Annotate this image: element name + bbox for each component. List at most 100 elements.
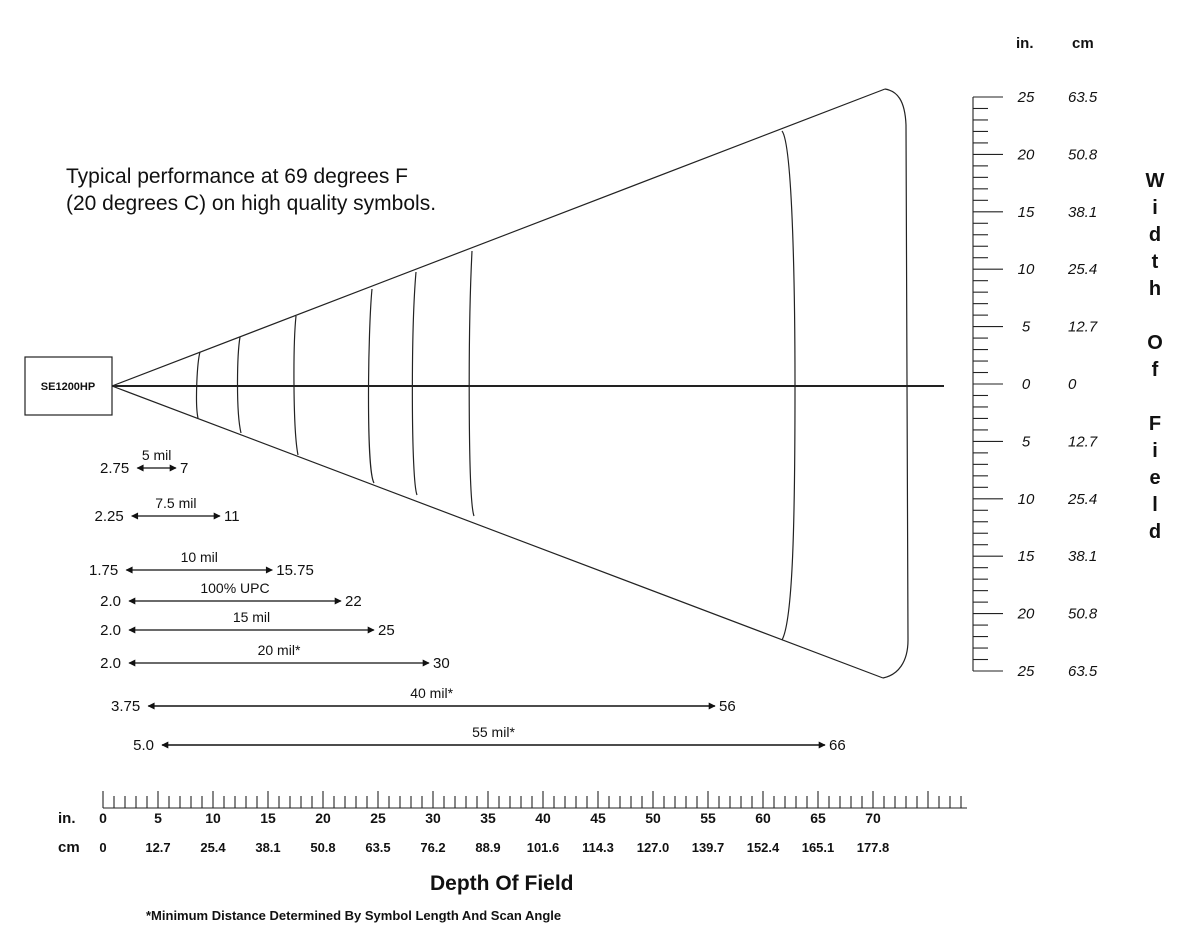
cone-upper-edge (111, 88, 886, 387)
range-near-label: 1.75 (89, 562, 118, 579)
x-unit-inch: in. (58, 810, 76, 827)
range-far-label: 56 (719, 698, 736, 715)
x-axis-title: Depth Of Field (430, 872, 574, 895)
depth-cm-label: 88.9 (475, 840, 500, 855)
width-inch-label: 5 (1022, 433, 1031, 450)
range-symbol-label: 7.5 mil (155, 495, 196, 511)
range-row: 2.0 30 20 mil* (100, 642, 450, 672)
performance-note-line-1: Typical performance at 69 degrees F (66, 165, 409, 188)
range-far-label: 22 (345, 593, 362, 610)
depth-cm-label: 12.7 (145, 840, 170, 855)
range-far-label: 25 (378, 622, 395, 639)
performance-note: Typical performance at 69 degrees F (20 … (66, 163, 436, 217)
depth-inch-label: 0 (99, 810, 107, 826)
width-inch-label: 20 (1017, 606, 1035, 623)
width-cm-label: 12.7 (1068, 433, 1098, 450)
y-axis-title-letter: W (1145, 170, 1165, 192)
y-axis-title-letter: d (1148, 521, 1162, 543)
y-unit-cm: cm (1072, 35, 1094, 52)
range-row: 2.0 25 15 mil (100, 609, 395, 639)
cone-lower-edge (111, 385, 884, 679)
y-axis-title-letter: t (1151, 251, 1159, 273)
depth-inch-label: 35 (480, 810, 496, 826)
range-symbol-label: 55 mil* (472, 724, 515, 740)
depth-inch-label: 40 (535, 810, 551, 826)
range-far-label: 11 (224, 508, 240, 525)
depth-cm-label: 0 (99, 840, 106, 855)
scanner-box (24, 356, 113, 416)
y-axis-title-letter: f (1151, 359, 1159, 381)
range-boundary-20mil (468, 250, 475, 517)
range-symbol-label: 40 mil* (410, 685, 453, 701)
range-far-label: 30 (433, 655, 450, 672)
range-near-label: 2.75 (100, 460, 129, 477)
depth-inch-label: 50 (645, 810, 661, 826)
width-inch-label: 15 (1018, 204, 1035, 221)
depth-inch-label: 10 (205, 810, 221, 826)
depth-cm-label: 38.1 (255, 840, 280, 855)
y-axis-title-letter: i (1152, 197, 1158, 219)
range-near-label: 3.75 (111, 698, 140, 715)
width-cm-label: 50.8 (1068, 606, 1098, 623)
y-axis-title-letter (1140, 303, 1170, 330)
width-inch-label: 25 (1017, 663, 1035, 680)
width-cm-label: 63.5 (1068, 89, 1098, 106)
range-near-label: 5.0 (133, 737, 154, 754)
depth-cm-label: 127.0 (637, 840, 670, 855)
y-axis-title-letter: O (1147, 332, 1163, 354)
y-axis-title-letter: l (1152, 494, 1158, 516)
width-inch-label: 5 (1022, 319, 1031, 336)
depth-inch-label: 60 (755, 810, 771, 826)
depth-inch-label: 65 (810, 810, 826, 826)
width-inch-label: 10 (1018, 261, 1035, 278)
y-axis-title-letter: i (1152, 440, 1158, 462)
range-far-label: 66 (829, 737, 846, 754)
width-ruler (972, 96, 1003, 672)
depth-inch-label: 5 (154, 810, 162, 826)
depth-cm-label: 139.7 (692, 840, 725, 855)
y-unit-inch: in. (1016, 35, 1034, 52)
range-far-label: 7 (180, 460, 188, 477)
range-boundary-7-5mil (236, 336, 242, 434)
x-unit-cm: cm (58, 839, 80, 856)
depth-inch-label: 70 (865, 810, 881, 826)
range-near-label: 2.0 (100, 655, 121, 672)
range-symbol-label: 15 mil (233, 609, 270, 625)
depth-cm-label: 63.5 (365, 840, 390, 855)
width-inch-label: 15 (1018, 548, 1035, 565)
range-symbol-label: 100% UPC (200, 580, 269, 596)
footnote: *Minimum Distance Determined By Symbol L… (146, 908, 562, 923)
depth-cm-label: 152.4 (747, 840, 780, 855)
width-inch-label: 0 (1022, 376, 1031, 393)
range-row: 3.75 56 40 mil* (111, 685, 736, 715)
range-near-label: 2.25 (95, 508, 124, 525)
width-cm-label: 38.1 (1068, 548, 1097, 565)
scan-cone (111, 88, 944, 679)
width-cm-label: 25.4 (1067, 261, 1097, 278)
range-far-label: 15.75 (276, 562, 314, 579)
width-cm-label: 63.5 (1068, 663, 1098, 680)
range-boundary-5mil (195, 351, 201, 419)
width-cm-label: 38.1 (1068, 204, 1097, 221)
width-cm-label: 25.4 (1067, 491, 1097, 508)
y-axis-title-letter: h (1148, 278, 1162, 300)
width-inch-label: 20 (1017, 146, 1035, 163)
scanner-label: SE1200HP (41, 381, 95, 393)
depth-inch-label: 25 (370, 810, 386, 826)
depth-cm-label: 177.8 (857, 840, 890, 855)
depth-inch-label: 55 (700, 810, 716, 826)
range-row: 5.0 66 55 mil* (133, 724, 846, 754)
depth-cm-label: 50.8 (310, 840, 335, 855)
depth-inch-label: 45 (590, 810, 606, 826)
depth-cm-label: 76.2 (420, 840, 445, 855)
width-cm-label: 50.8 (1068, 146, 1098, 163)
range-near-label: 2.0 (100, 593, 121, 610)
range-row: 2.75 7 5 mil (100, 447, 188, 477)
width-cm-label: 0 (1068, 376, 1077, 393)
range-boundary-upc (367, 288, 375, 484)
range-symbol-label: 20 mil* (258, 642, 301, 658)
range-symbol-label: 5 mil (142, 447, 172, 463)
cone-far-edge (882, 88, 909, 679)
